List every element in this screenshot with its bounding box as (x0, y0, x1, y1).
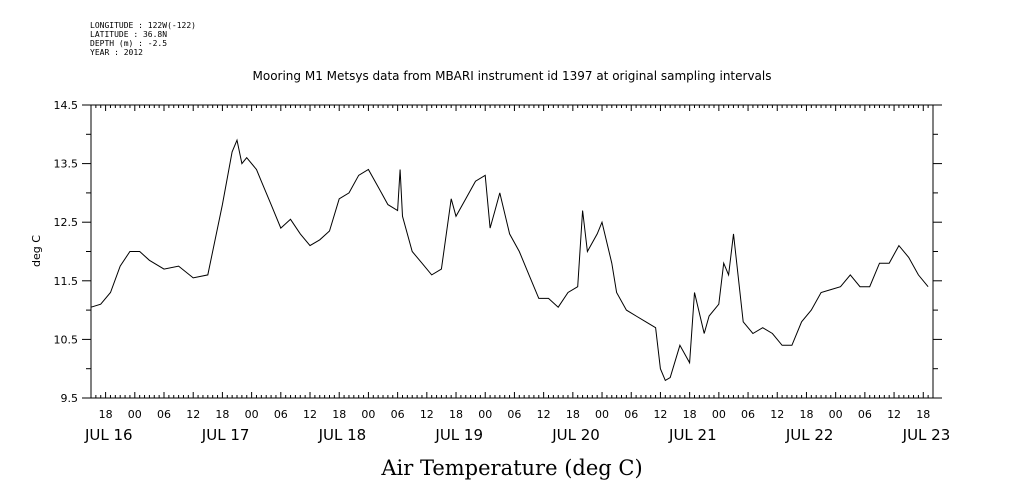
date-label: JUL 19 (434, 426, 483, 444)
x-tick-label: 12 (537, 408, 551, 421)
chart-title: Mooring M1 Metsys data from MBARI instru… (253, 69, 772, 83)
date-label: JUL 23 (902, 426, 951, 444)
y-tick-label: 11.5 (54, 275, 79, 288)
y-tick-label: 9.5 (61, 392, 79, 405)
x-tick-label: 18 (916, 408, 930, 421)
date-label: JUL 17 (201, 426, 250, 444)
x-tick-label: 00 (712, 408, 726, 421)
x-tick-label: 12 (186, 408, 200, 421)
x-tick-label: 12 (420, 408, 434, 421)
metadata-block: LONGITUDE : 122W(-122) LATITUDE : 36.8N … (90, 21, 196, 57)
date-label: JUL 18 (318, 426, 367, 444)
x-tick-label: 12 (770, 408, 784, 421)
series-line (90, 138, 929, 382)
x-tick-label: 00 (595, 408, 609, 421)
x-tick-label: 06 (157, 408, 171, 421)
y-axis-label: deg C (30, 235, 43, 267)
x-tick-label: 12 (887, 408, 901, 421)
x-tick-label: 12 (653, 408, 667, 421)
latitude-text: LATITUDE : 36.8N (90, 30, 168, 39)
axis-ticks (82, 104, 942, 399)
y-tick-label: 14.5 (54, 99, 79, 112)
x-tick-label: 00 (478, 408, 492, 421)
depth-text: DEPTH (m) : -2.5 (90, 39, 168, 48)
date-labels: JUL 16 JUL 17 JUL 18 JUL 19 JUL 20 JUL 21 JUL … (84, 426, 950, 444)
year-text: YEAR : 2012 (90, 48, 143, 57)
x-tick-label: 00 (361, 408, 375, 421)
x-tick-label: 12 (303, 408, 317, 421)
date-label: JUL 21 (668, 426, 717, 444)
x-tick-label: 18 (99, 408, 113, 421)
x-tick-label: 06 (741, 408, 755, 421)
y-tick-label: 13.5 (54, 158, 79, 171)
date-label: JUL 22 (785, 426, 834, 444)
y-tick-label: 12.5 (54, 216, 79, 229)
x-tick-label: 00 (245, 408, 259, 421)
x-axis-label: Air Temperature (deg C) (380, 456, 642, 480)
x-tick-label: 18 (332, 408, 346, 421)
longitude-text: LONGITUDE : 122W(-122) (90, 21, 196, 30)
x-tick-label: 18 (683, 408, 697, 421)
x-tick-label: 18 (449, 408, 463, 421)
x-tick-label: 06 (274, 408, 288, 421)
x-tick-label: 06 (507, 408, 521, 421)
date-label: JUL 16 (84, 426, 133, 444)
date-label: JUL 20 (551, 426, 600, 444)
y-tick-label: 10.5 (54, 333, 79, 346)
x-tick-label: 06 (858, 408, 872, 421)
x-tick-label: 00 (829, 408, 843, 421)
y-tick-labels: 9.5 10.5 11.5 12.5 13.5 14.5 (54, 99, 79, 405)
x-tick-label: 18 (566, 408, 580, 421)
x-tick-label: 06 (391, 408, 405, 421)
x-tick-label: 06 (624, 408, 638, 421)
x-tick-labels: 18 00 06 12 18 00 06 12 18 00 06 12 18 00 06 12 18 00 06 12… (99, 408, 931, 421)
x-tick-label: 18 (799, 408, 813, 421)
x-tick-label: 00 (128, 408, 142, 421)
plot-frame (90, 104, 934, 399)
x-tick-label: 18 (215, 408, 229, 421)
